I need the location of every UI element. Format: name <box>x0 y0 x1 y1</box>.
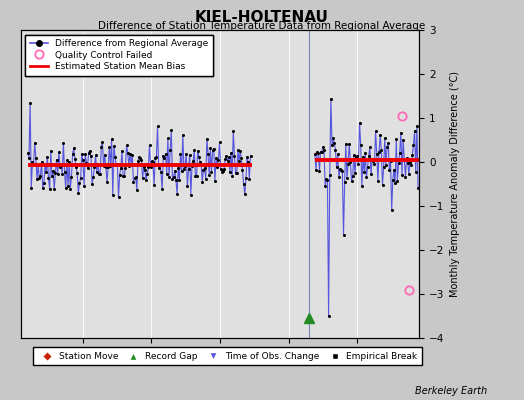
Text: Berkeley Earth: Berkeley Earth <box>415 386 487 396</box>
Text: Difference of Station Temperature Data from Regional Average: Difference of Station Temperature Data f… <box>99 21 425 31</box>
Y-axis label: Monthly Temperature Anomaly Difference (°C): Monthly Temperature Anomaly Difference (… <box>450 71 460 297</box>
Text: KIEL-HOLTENAU: KIEL-HOLTENAU <box>195 10 329 25</box>
Legend: Station Move, Record Gap, Time of Obs. Change, Empirical Break: Station Move, Record Gap, Time of Obs. C… <box>34 348 422 366</box>
Legend: Difference from Regional Average, Quality Control Failed, Estimated Station Mean: Difference from Regional Average, Qualit… <box>26 34 213 76</box>
